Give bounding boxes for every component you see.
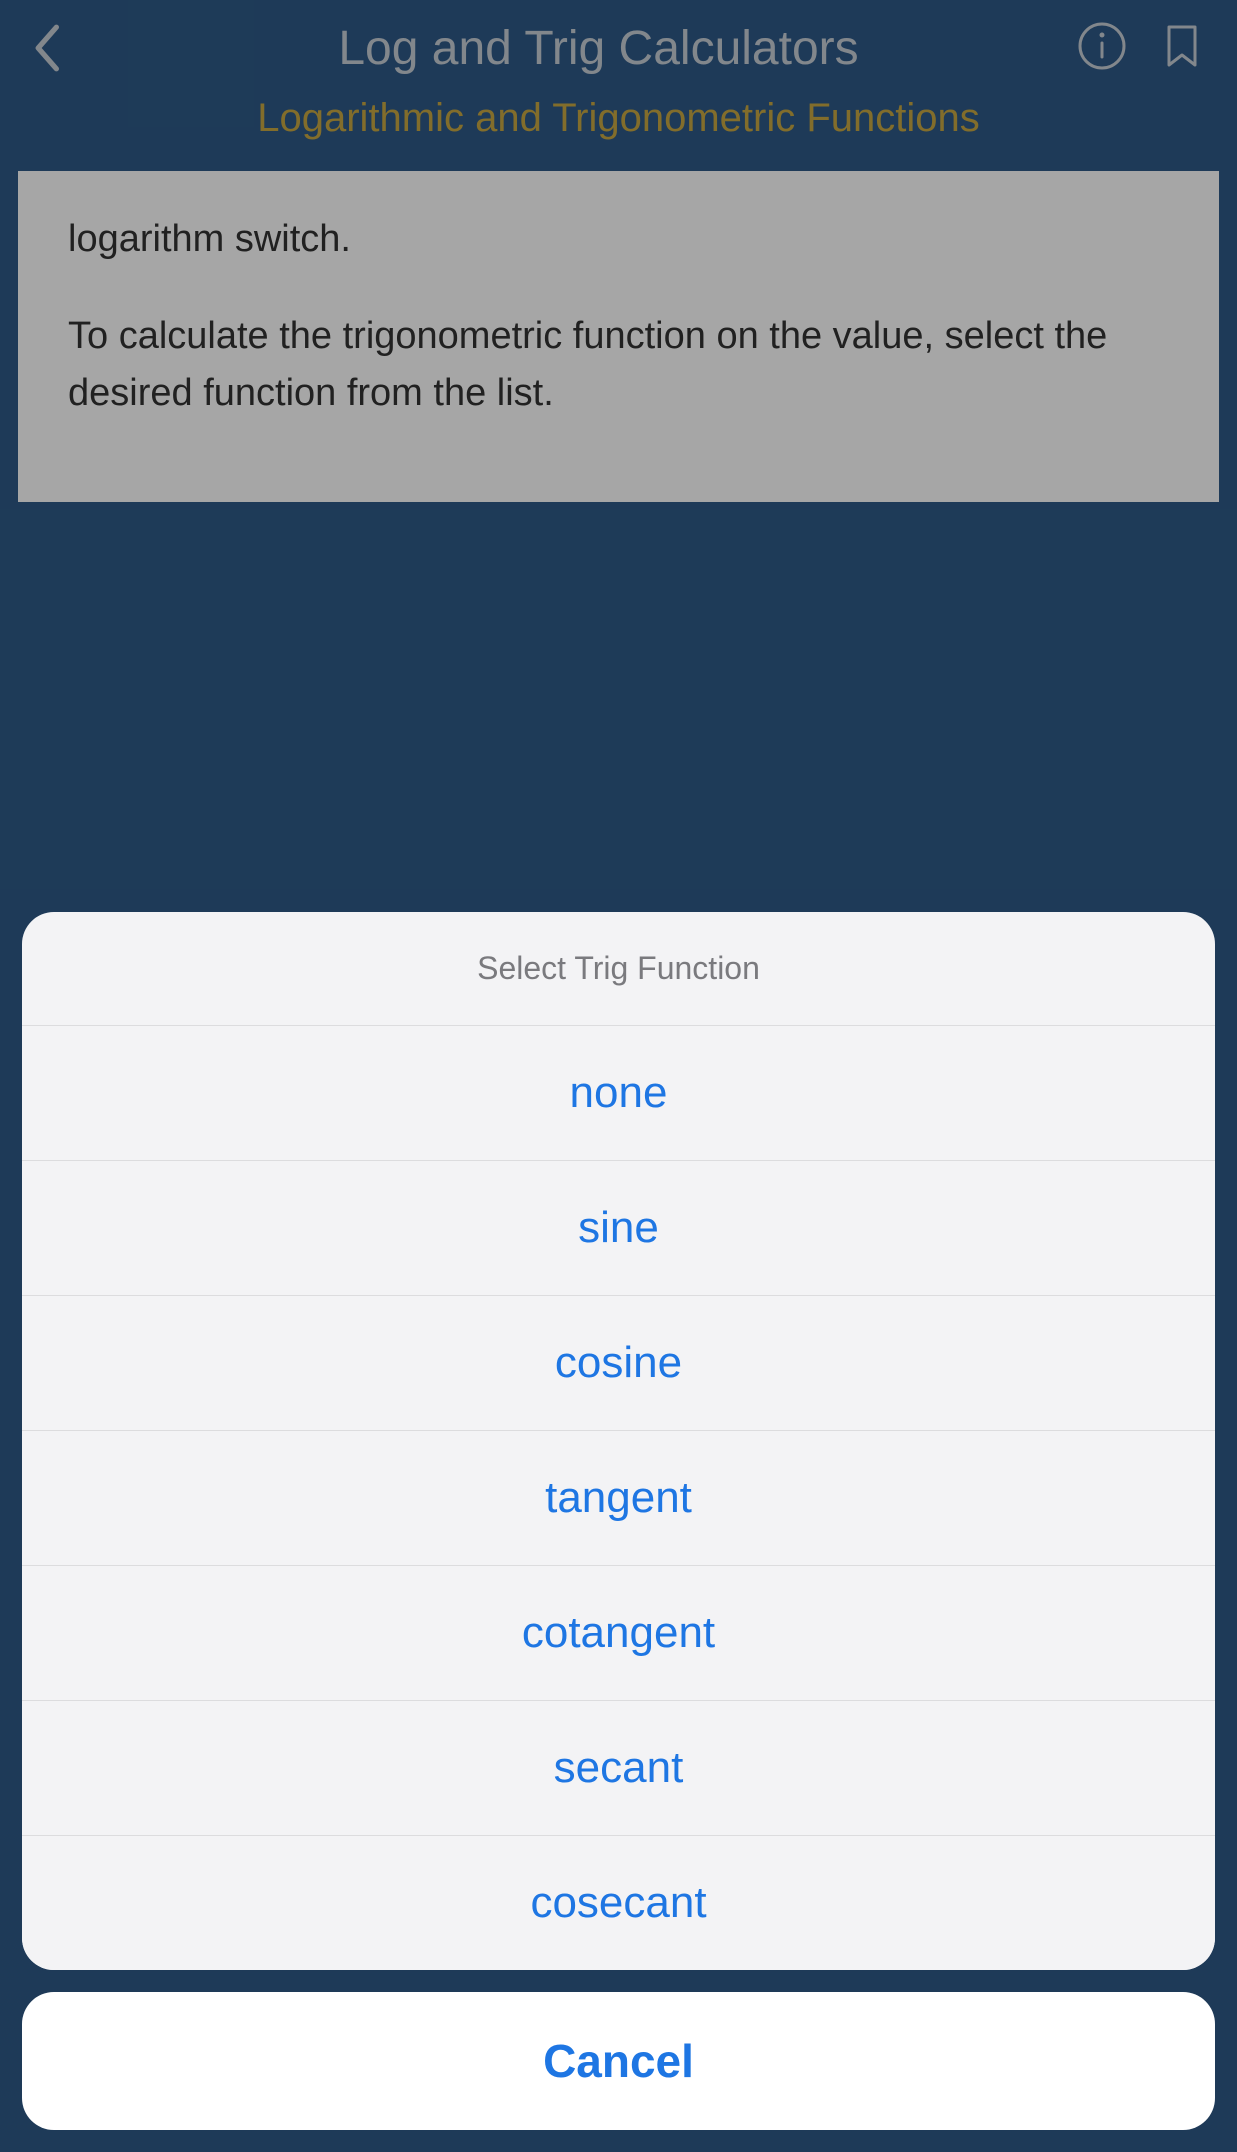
option-cotangent[interactable]: cotangent (22, 1566, 1215, 1701)
option-tangent[interactable]: tangent (22, 1431, 1215, 1566)
action-sheet-title: Select Trig Function (22, 912, 1215, 1026)
cancel-button[interactable]: Cancel (22, 1992, 1215, 2130)
action-sheet-container: Select Trig Function none sine cosine ta… (22, 912, 1215, 2130)
trig-function-picker: Select Trig Function none sine cosine ta… (22, 912, 1215, 1970)
option-secant[interactable]: secant (22, 1701, 1215, 1836)
option-cosecant[interactable]: cosecant (22, 1836, 1215, 1970)
option-cosine[interactable]: cosine (22, 1296, 1215, 1431)
option-none[interactable]: none (22, 1026, 1215, 1161)
option-sine[interactable]: sine (22, 1161, 1215, 1296)
